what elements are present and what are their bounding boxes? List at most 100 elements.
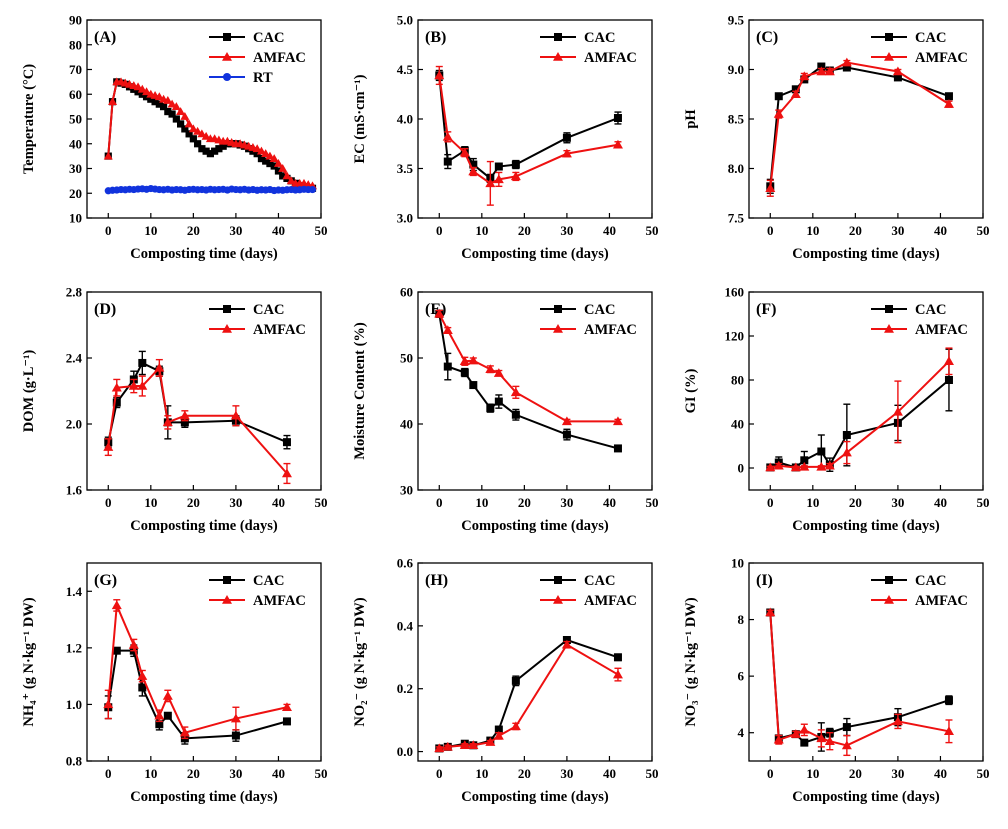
series-line xyxy=(769,61,950,189)
y-tick-label: 1.4 xyxy=(66,584,83,599)
data-point xyxy=(154,92,164,101)
legend-marker xyxy=(222,595,232,604)
data-point xyxy=(765,183,776,193)
data-point xyxy=(493,368,504,377)
data-point xyxy=(253,150,261,158)
data-point xyxy=(231,731,240,740)
data-point xyxy=(613,114,622,123)
data-point xyxy=(816,733,827,743)
series-amfac xyxy=(434,308,623,426)
y-tick-label: 0.2 xyxy=(397,681,413,696)
series-line xyxy=(770,360,950,469)
data-point xyxy=(176,107,186,115)
legend-marker xyxy=(885,33,893,41)
panel-b: 0 10 20 30 40 50 3.0 3.5 4.0 4.5 5.0 Composting tim… xyxy=(352,13,659,263)
data-point xyxy=(434,743,445,753)
series-amfac xyxy=(765,607,954,757)
data-point xyxy=(155,100,163,108)
data-point xyxy=(201,131,211,140)
y-tick-label: 4.0 xyxy=(397,112,413,127)
data-point xyxy=(171,102,181,110)
data-point xyxy=(765,462,776,472)
data-point xyxy=(211,147,219,155)
legend-marker xyxy=(223,33,231,41)
y-tick-label: 8 xyxy=(738,612,745,627)
legend-marker xyxy=(553,595,563,604)
data-point xyxy=(468,355,479,365)
data-point xyxy=(842,723,851,732)
data-point xyxy=(162,417,173,427)
data-point xyxy=(142,87,152,96)
data-point xyxy=(944,376,953,384)
panel-f: 0 10 20 30 40 50 0 40 80 120 160 Composting time (d… xyxy=(683,285,990,535)
y-axis-title: Temperature (°C) xyxy=(21,64,37,174)
data-point xyxy=(184,119,194,128)
legend-label: CAC xyxy=(584,302,615,318)
series-amfac xyxy=(434,639,623,753)
data-point xyxy=(485,178,496,188)
data-point xyxy=(510,171,521,181)
series-cac xyxy=(766,348,953,472)
legend: CAC AMFAC xyxy=(871,30,968,66)
x-tick-label: 10 xyxy=(144,495,157,510)
data-point xyxy=(177,120,185,128)
legend-label: CAC xyxy=(253,573,284,589)
y-tick-label: 40 xyxy=(400,417,413,432)
y-tick-label: 1.6 xyxy=(66,483,83,498)
series-line xyxy=(107,361,288,444)
data-point xyxy=(510,721,521,731)
y-axis-title: DOM (g·L⁻¹) xyxy=(21,350,37,433)
data-point xyxy=(799,724,810,734)
x-tick-label: 0 xyxy=(436,495,443,510)
data-point xyxy=(206,150,214,158)
x-axis-title: Composting time (days) xyxy=(461,246,609,262)
x-tick-label: 40 xyxy=(272,223,285,238)
series-amfac xyxy=(434,65,623,206)
data-point xyxy=(154,710,165,720)
panel-c: 0 10 20 30 40 50 7.5 8.0 8.5 9.0 9.5 Composting tim… xyxy=(683,13,990,263)
y-tick-label: 8.0 xyxy=(728,161,744,176)
data-point xyxy=(842,63,851,72)
x-tick-label: 20 xyxy=(849,766,862,781)
y-tick-label: 9.0 xyxy=(728,62,744,77)
panel-i: 0 10 20 30 40 50 4 6 8 10 Composting time (days) NO… xyxy=(683,556,990,806)
plot-frame xyxy=(417,291,653,491)
x-tick-label: 10 xyxy=(144,223,157,238)
data-point xyxy=(468,740,479,750)
data-point xyxy=(841,447,852,457)
data-point xyxy=(774,92,783,101)
data-point xyxy=(442,131,453,141)
data-point xyxy=(194,140,202,148)
data-point xyxy=(944,92,953,101)
data-point xyxy=(817,447,826,456)
series-amfac xyxy=(103,599,292,740)
y-tick-label: 160 xyxy=(725,285,745,300)
data-point xyxy=(892,716,903,726)
plot-frame xyxy=(417,562,653,762)
series-amfac xyxy=(765,347,954,472)
data-point xyxy=(842,431,851,439)
data-point xyxy=(469,381,478,390)
data-point xyxy=(112,646,121,655)
y-tick-label: 8.5 xyxy=(728,112,745,127)
panel-g: 0 10 20 30 40 50 0.8 1.0 1.2 1.4 Composting time (… xyxy=(21,562,328,805)
legend-label: AMFAC xyxy=(253,322,306,338)
data-point xyxy=(460,368,469,377)
legend-marker xyxy=(554,33,562,41)
y-tick-label: 0.4 xyxy=(397,618,414,633)
x-tick-label: 50 xyxy=(977,223,990,238)
data-point xyxy=(151,98,159,106)
legend: CAC AMFAC xyxy=(540,30,637,66)
x-tick-label: 10 xyxy=(806,223,819,238)
legend-marker xyxy=(884,52,894,61)
x-tick-label: 40 xyxy=(603,495,616,510)
y-tick-label: 50 xyxy=(69,112,82,127)
y-tick-label: 60 xyxy=(400,285,413,300)
legend-label: CAC xyxy=(584,30,615,46)
x-tick-label: 40 xyxy=(603,766,616,781)
x-tick-label: 40 xyxy=(934,223,947,238)
data-point xyxy=(561,148,572,158)
plot-frame xyxy=(748,562,984,762)
data-point xyxy=(486,404,495,413)
x-tick-label: 10 xyxy=(475,223,488,238)
